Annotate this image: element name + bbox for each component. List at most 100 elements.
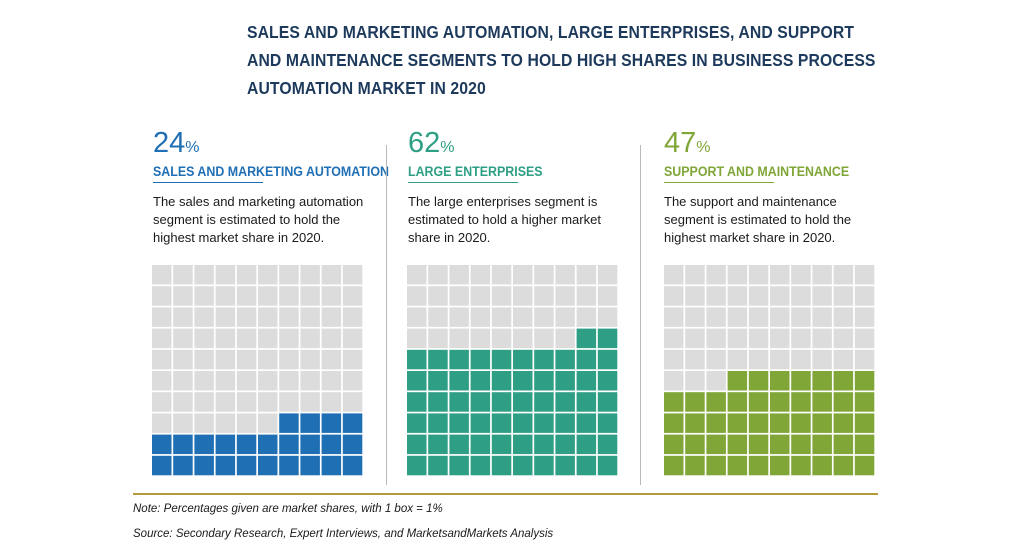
waffle-box-empty [685, 349, 705, 370]
panel-sales-marketing: 24% SALES AND MARKETING AUTOMATION The s… [153, 127, 389, 247]
waffle-box-empty [449, 265, 469, 285]
waffle-box-empty [152, 371, 172, 391]
waffle-box-empty [449, 307, 469, 327]
panel-2-value: 62 [408, 127, 441, 159]
waffle-box-filled [491, 434, 512, 455]
waffle-box-filled [685, 434, 705, 455]
waffle-box-empty [279, 371, 299, 391]
waffle-box-empty [706, 328, 726, 349]
waffle-box-filled [727, 392, 748, 412]
waffle-box-filled [770, 434, 790, 455]
waffle-box-empty [534, 328, 554, 349]
waffle-box-empty [258, 265, 278, 285]
waffle-box-empty [470, 265, 491, 285]
waffle-box-empty [300, 349, 320, 370]
waffle-box-empty [812, 328, 832, 349]
waffle-box-empty [215, 392, 236, 412]
waffle-box-filled [534, 371, 554, 391]
waffle-box-empty [194, 413, 214, 433]
waffle-box-empty [342, 286, 363, 306]
waffle-box-empty [407, 265, 427, 285]
waffle-box-empty [706, 349, 726, 370]
waffle-box-empty [173, 413, 193, 433]
waffle-box-empty [407, 307, 427, 327]
waffle-box-filled [236, 434, 257, 455]
waffle-box-filled [833, 455, 854, 476]
waffle-box-empty [279, 392, 299, 412]
waffle-box-filled [407, 349, 427, 370]
waffle-box-filled [597, 392, 618, 412]
waffle-box-filled [173, 455, 193, 476]
waffle-box-filled [706, 413, 726, 433]
waffle-box-empty [152, 328, 172, 349]
panel-3-description: The support and maintenance segment is e… [664, 193, 899, 247]
waffle-box-filled [470, 455, 491, 476]
waffle-box-empty [812, 286, 832, 306]
waffle-box-filled [534, 434, 554, 455]
waffle-box-filled [576, 371, 597, 391]
waffle-box-empty [215, 286, 236, 306]
waffle-box-filled [449, 392, 469, 412]
waffle-box-filled [854, 392, 875, 412]
waffle-box-empty [706, 265, 726, 285]
waffle-box-filled [576, 413, 597, 433]
waffle-box-empty [449, 328, 469, 349]
waffle-box-filled [748, 371, 769, 391]
divider-1 [386, 145, 387, 485]
waffle-box-filled [428, 371, 448, 391]
panel-1-desc-line-2: segment is estimated to hold the [153, 212, 341, 227]
waffle-box-empty [727, 265, 748, 285]
waffle-box-filled [555, 371, 575, 391]
panel-1-underline [153, 182, 263, 183]
waffle-box-empty [236, 328, 257, 349]
waffle-box-empty [576, 286, 597, 306]
waffle-box-empty [748, 328, 769, 349]
waffle-box-empty [300, 265, 320, 285]
chart-title: SALES AND MARKETING AUTOMATION, LARGE EN… [247, 18, 875, 102]
waffle-box-empty [342, 371, 363, 391]
waffle-box-empty [152, 349, 172, 370]
panel-2-desc-line-2: estimated to hold a higher market [408, 212, 601, 227]
waffle-box-empty [321, 328, 342, 349]
waffle-box-filled [534, 413, 554, 433]
waffle-box-empty [194, 265, 214, 285]
waffle-box-filled [513, 392, 533, 412]
waffle-box-empty [236, 413, 257, 433]
waffle-box-filled [748, 392, 769, 412]
waffle-box-empty [407, 328, 427, 349]
waffle-box-empty [791, 307, 811, 327]
waffle-box-filled [300, 434, 320, 455]
waffle-box-empty [597, 286, 618, 306]
waffle-box-empty [854, 265, 875, 285]
waffle-box-empty [491, 307, 512, 327]
waffle-box-filled [685, 455, 705, 476]
waffle-box-filled [491, 349, 512, 370]
panel-3-desc-line-3: highest market share in 2020. [664, 230, 836, 245]
waffle-box-empty [770, 265, 790, 285]
waffle-box-empty [664, 307, 684, 327]
panel-1-label: SALES AND MARKETING AUTOMATION [153, 164, 389, 179]
waffle-box-empty [321, 371, 342, 391]
waffle-box-empty [833, 307, 854, 327]
panel-2-underline [408, 182, 518, 183]
waffle-box-filled [833, 434, 854, 455]
waffle-box-empty [449, 286, 469, 306]
waffle-box-filled [449, 455, 469, 476]
waffle-box-filled [449, 434, 469, 455]
title-line-3: AUTOMATION MARKET IN 2020 [247, 78, 486, 98]
waffle-box-empty [770, 307, 790, 327]
waffle-box-empty [300, 392, 320, 412]
waffle-box-filled [428, 413, 448, 433]
waffle-box-empty [791, 265, 811, 285]
panel-1-value: 24 [153, 127, 186, 159]
waffle-box-empty [664, 371, 684, 391]
waffle-box-empty [342, 328, 363, 349]
waffle-box-filled [791, 413, 811, 433]
waffle-box-filled [449, 413, 469, 433]
waffle-box-empty [812, 349, 832, 370]
waffle-box-empty [279, 286, 299, 306]
panel-2-description: The large enterprises segment is estimat… [408, 193, 643, 247]
waffle-box-filled [342, 413, 363, 433]
waffle-box-filled [770, 371, 790, 391]
waffle-box-filled [555, 392, 575, 412]
